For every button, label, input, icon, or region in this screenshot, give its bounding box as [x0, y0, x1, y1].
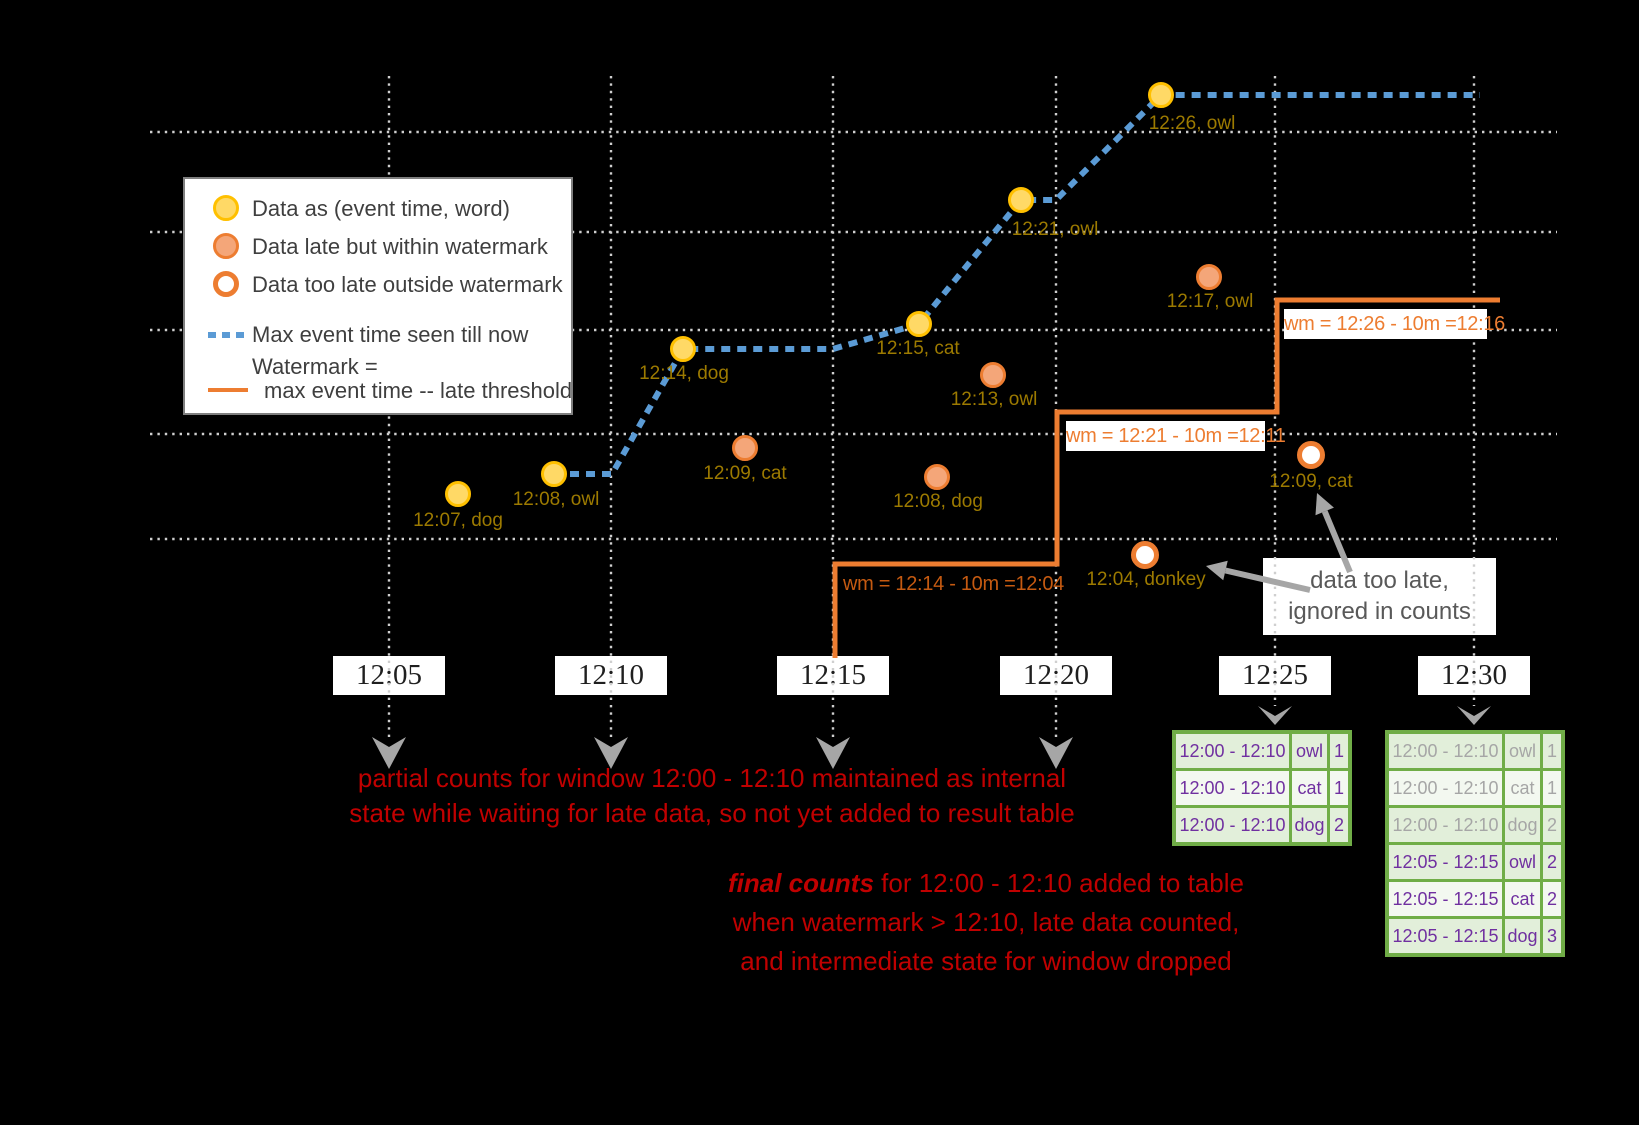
table-cell-word: owl: [1505, 734, 1540, 768]
legend-item-late: Data late but within watermark: [185, 233, 571, 261]
watermark-label-1: wm = 12:14 - 10m =12:04: [843, 573, 1065, 595]
legend-item-watermark-line2: max event time -- late threshold: [185, 377, 573, 405]
table-cell-count: 1: [1543, 734, 1561, 768]
table-cell-window: 12:00 - 12:10: [1389, 771, 1502, 805]
legend-label: Data late but within watermark: [252, 234, 548, 259]
watermark-label-2: wm = 12:21 - 10m =12:11: [1066, 421, 1286, 451]
final-counts-line2: when watermark > 12:10, late data counte…: [732, 907, 1240, 937]
final-counts-emphasis: final counts: [728, 868, 874, 898]
table-cell-window: 12:00 - 12:10: [1389, 734, 1502, 768]
table-cell-count: 2: [1330, 808, 1348, 842]
table-cell-count: 2: [1543, 808, 1561, 842]
table-cell-window: 12:00 - 12:10: [1176, 734, 1289, 768]
result-table-12-30: 12:00 - 12:10 owl 1 12:00 - 12:10 cat 1 …: [1385, 730, 1565, 957]
legend-label: max event time -- late threshold: [264, 378, 573, 403]
table-cell-count: 2: [1543, 882, 1561, 916]
table-cell-count: 1: [1543, 771, 1561, 805]
table-cell-count: 3: [1543, 919, 1561, 953]
table-cell-count: 1: [1330, 734, 1348, 768]
final-counts-note: final counts for 12:00 - 12:10 added to …: [700, 864, 1272, 981]
legend-label: Watermark =: [252, 354, 378, 379]
table-cell-word: owl: [1505, 845, 1540, 879]
legend-item-on-time: Data as (event time, word): [185, 195, 571, 223]
legend-label: Data as (event time, word): [252, 196, 510, 221]
watermark-label-3: wm = 12:26 - 10m =12:16: [1284, 309, 1505, 339]
table-cell-word: owl: [1292, 734, 1327, 768]
legend-item-too-late: Data too late outside watermark: [185, 271, 571, 299]
final-counts-line1-rest: for 12:00 - 12:10 added to table: [873, 868, 1244, 898]
table-cell-window: 12:05 - 12:15: [1389, 845, 1502, 879]
legend-label: Data too late outside watermark: [252, 272, 563, 297]
table-cell-word: dog: [1505, 919, 1540, 953]
table-cell-window: 12:00 - 12:10: [1176, 808, 1289, 842]
legend-item-max-event-line: Max event time seen till now: [185, 321, 571, 349]
final-counts-line1: final counts for 12:00 - 12:10 added to …: [700, 864, 1272, 903]
table-cell-window: 12:05 - 12:15: [1389, 882, 1502, 916]
table-cell-window: 12:00 - 12:10: [1176, 771, 1289, 805]
table-cell-word: cat: [1292, 771, 1327, 805]
result-table-12-25: 12:00 - 12:10 owl 1 12:00 - 12:10 cat 1 …: [1172, 730, 1352, 846]
table-cell-window: 12:00 - 12:10: [1389, 808, 1502, 842]
too-late-point-icon: [213, 271, 239, 297]
table-cell-count: 1: [1330, 771, 1348, 805]
table-cell-word: cat: [1505, 882, 1540, 916]
partial-counts-line1: partial counts for window 12:00 - 12:10 …: [357, 763, 1067, 793]
watermark-line-icon: [208, 388, 248, 392]
late-point-icon: [213, 233, 239, 259]
partial-counts-line2: state while waiting for late data, so no…: [349, 798, 1075, 828]
table-cell-word: dog: [1505, 808, 1540, 842]
legend: Data as (event time, word) Data late but…: [183, 177, 573, 415]
legend-item-watermark-line: Watermark =: [185, 353, 571, 381]
table-cell-count: 2: [1543, 845, 1561, 879]
final-counts-line3: and intermediate state for window droppe…: [740, 946, 1232, 976]
max-event-time-line-icon: [208, 332, 248, 338]
legend-label: Max event time seen till now: [252, 322, 529, 347]
table-cell-window: 12:05 - 12:15: [1389, 919, 1502, 953]
table-cell-word: cat: [1505, 771, 1540, 805]
partial-counts-note: partial counts for window 12:00 - 12:10 …: [330, 761, 1094, 831]
on-time-point-icon: [213, 195, 239, 221]
table-cell-word: dog: [1292, 808, 1327, 842]
